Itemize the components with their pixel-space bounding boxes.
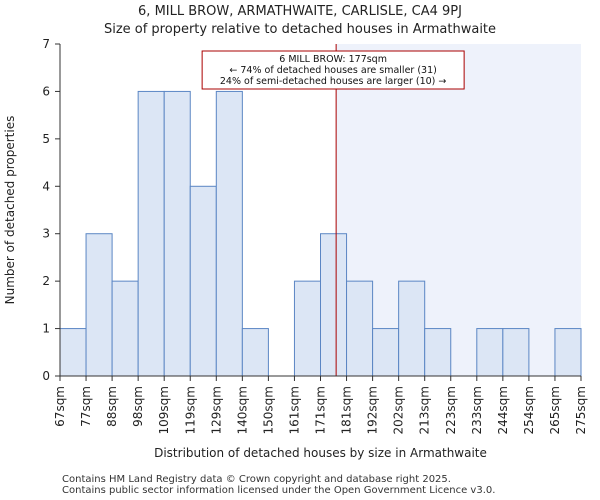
x-tick-label: 119sqm <box>183 386 197 434</box>
x-tick-label: 213sqm <box>418 386 432 434</box>
bar-161sqm <box>293 280 322 377</box>
bar-98sqm <box>137 90 165 377</box>
bar-265sqm <box>554 328 582 377</box>
y-tick-label: 6 <box>42 84 50 98</box>
chart-title: 6, MILL BROW, ARMATHWAITE, CARLISLE, CA4… <box>138 4 462 19</box>
x-tick-label: 161sqm <box>287 386 301 434</box>
bar-171sqm <box>320 233 348 377</box>
x-tick-label: 171sqm <box>314 386 328 434</box>
y-tick-label: 3 <box>42 227 50 241</box>
annotation-box <box>201 50 465 90</box>
bar-202sqm <box>398 280 426 377</box>
annotation-line-1: 6 MILL BROW: 177sqm <box>279 54 387 65</box>
y-tick-label: 0 <box>42 369 50 383</box>
y-tick-label: 1 <box>42 322 50 336</box>
x-tick-label: 129sqm <box>209 386 223 434</box>
x-tick-label: 150sqm <box>261 386 275 434</box>
x-tick-label: 223sqm <box>444 386 458 434</box>
x-tick-label: 77sqm <box>79 386 93 427</box>
x-tick-label: 140sqm <box>235 386 249 434</box>
y-tick-label: 2 <box>42 274 50 288</box>
y-axis-label: Number of detached properties <box>3 116 17 305</box>
annotation-line-2: ← 74% of detached houses are smaller (31… <box>229 65 436 76</box>
x-tick-label: 88sqm <box>105 386 119 427</box>
x-ticks-group: 67sqm 77sqm 88sqm 98sqm 109sqm 119sqm 129sqm 14… <box>53 376 588 434</box>
bars-group <box>59 90 582 377</box>
x-tick-label: 192sqm <box>366 386 380 434</box>
annotation-line-3: 24% of semi-detached houses are larger (… <box>220 76 447 87</box>
x-tick-label: 109sqm <box>157 386 171 434</box>
x-tick-label: 181sqm <box>340 386 354 434</box>
x-tick-label: 244sqm <box>496 386 510 434</box>
bar-88sqm <box>111 280 139 377</box>
bar-109sqm <box>163 90 191 377</box>
bar-77sqm <box>85 233 113 377</box>
x-tick-label: 265sqm <box>548 386 562 434</box>
x-tick-label: 98sqm <box>131 386 145 427</box>
x-tick-label: 275sqm <box>574 386 588 434</box>
x-tick-label: 67sqm <box>53 386 67 427</box>
x-tick-label: 254sqm <box>522 386 536 434</box>
bar-233sqm <box>476 328 504 377</box>
y-tick-label: 5 <box>42 132 50 146</box>
footer-line-1: Contains HM Land Registry data © Crown c… <box>62 474 451 485</box>
bar-181sqm <box>346 280 374 377</box>
bar-192sqm <box>372 328 400 377</box>
bar-129sqm <box>215 90 243 377</box>
chart-subtitle: Size of property relative to detached ho… <box>103 22 497 37</box>
x-tick-label: 233sqm <box>470 386 484 434</box>
bar-244sqm <box>502 328 530 377</box>
y-ticks-group: 0 1 2 3 4 5 6 7 <box>42 37 60 383</box>
bar-119sqm <box>189 185 217 377</box>
x-tick-label: 202sqm <box>392 386 406 434</box>
y-tick-label: 4 <box>42 179 50 193</box>
larger-region-highlight <box>336 44 581 376</box>
bar-67sqm <box>59 328 87 377</box>
bar-213sqm <box>424 328 452 377</box>
y-tick-label: 7 <box>42 37 50 51</box>
x-axis-label: Distribution of detached houses by size … <box>154 446 487 460</box>
bar-140sqm <box>241 328 269 377</box>
footer-line-2: Contains public sector information licen… <box>62 485 496 496</box>
